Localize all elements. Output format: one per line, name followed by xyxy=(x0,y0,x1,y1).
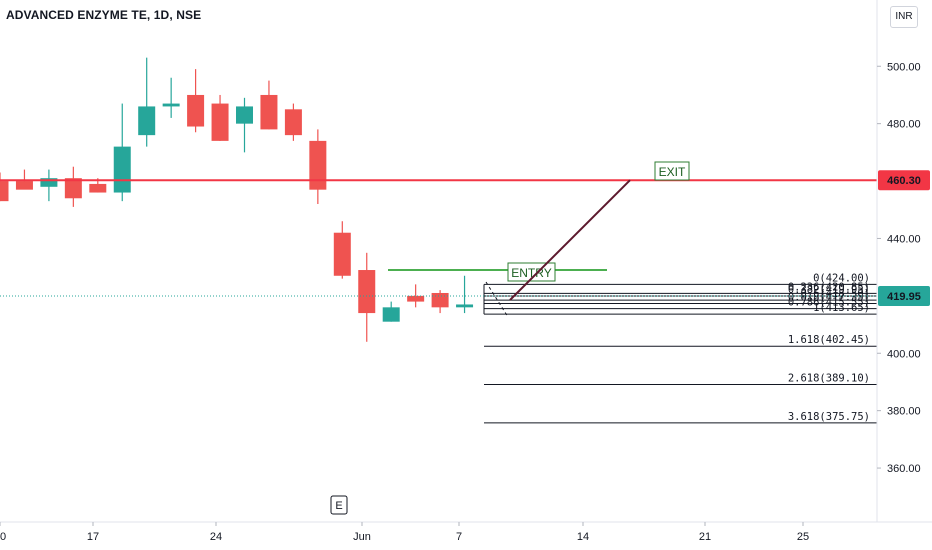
candle-body xyxy=(162,103,180,107)
time-tick-label: 17 xyxy=(87,531,99,543)
candle[interactable] xyxy=(309,129,327,205)
fib-extension: 0(424.00)0.236(420.85)0.382(419.95)0.5(4… xyxy=(483,272,877,424)
candle[interactable] xyxy=(456,275,474,314)
candles xyxy=(0,57,474,342)
candle[interactable] xyxy=(382,301,400,322)
price-axis: 500.00 480.00 440.00 400.00 380.00 360.00 460.… xyxy=(876,0,930,522)
fib-level[interactable]: 0.786(415.55) xyxy=(484,297,877,310)
last-price-badge: 419.95 xyxy=(878,286,930,306)
candle-body xyxy=(211,103,229,141)
candle[interactable] xyxy=(113,103,131,202)
candle-body xyxy=(333,232,351,276)
fib-level-label: 0.618(417.35) xyxy=(788,291,870,303)
price-tick-label: 500.00 xyxy=(887,61,921,73)
price-tick-label: 380.00 xyxy=(887,406,921,418)
trend-line[interactable] xyxy=(509,179,631,301)
fib-level[interactable]: 2.618(389.10) xyxy=(484,373,877,386)
candle[interactable] xyxy=(138,57,156,147)
fib-level-label: 1.618(402.45) xyxy=(788,334,870,346)
fib-level[interactable]: 0(424.00) xyxy=(484,272,877,285)
candle[interactable] xyxy=(284,103,302,141)
candle-body xyxy=(15,181,33,190)
fib-level-label: 0.382(419.95) xyxy=(788,284,870,296)
chart-title: ADVANCED ENZYME TE, 1D, NSE xyxy=(6,8,202,22)
exit-label-box xyxy=(654,161,690,181)
candle[interactable] xyxy=(431,290,449,314)
fib-level-label: 0(424.00) xyxy=(813,272,870,284)
currency-badge[interactable]: INR xyxy=(890,6,918,28)
time-tick-label: 10 xyxy=(0,531,6,543)
candle[interactable] xyxy=(15,169,33,190)
fib-level-label: 3.618(375.75) xyxy=(788,411,870,423)
fib-level-label: 1(413.65) xyxy=(813,302,870,314)
fib-level[interactable]: 1(413.65) xyxy=(484,302,877,315)
candle[interactable] xyxy=(64,166,82,207)
candle-body xyxy=(89,183,107,193)
price-tick-label: 440.00 xyxy=(887,233,921,245)
candle-body xyxy=(260,94,278,130)
time-tick-label: 7 xyxy=(456,531,462,543)
fib-level[interactable]: 0.236(420.85) xyxy=(484,281,877,294)
earnings-marker[interactable]: E xyxy=(330,495,348,515)
price-tick-label: 400.00 xyxy=(887,348,921,360)
candle-body xyxy=(40,178,58,187)
candle-body xyxy=(309,140,327,190)
candle-body xyxy=(138,106,156,136)
candle[interactable] xyxy=(162,77,180,118)
candle-body xyxy=(382,307,400,322)
candle[interactable] xyxy=(187,69,205,133)
candle[interactable] xyxy=(236,97,253,153)
fib-level-label: 2.618(389.10) xyxy=(788,373,870,385)
price-tick-label: 480.00 xyxy=(887,119,921,131)
candle-body xyxy=(407,295,425,302)
time-tick-label: 21 xyxy=(699,531,711,543)
time-tick-label: Jun xyxy=(353,531,371,543)
candle[interactable] xyxy=(0,172,9,202)
candle-body xyxy=(431,292,449,308)
exit-label: EXIT xyxy=(654,161,690,181)
fib-level[interactable]: 3.618(375.75) xyxy=(484,411,877,424)
candle-body xyxy=(187,94,205,127)
time-tick-label: 14 xyxy=(577,531,589,543)
exit-price-badge-text: 460.30 xyxy=(887,175,921,187)
earnings-marker-box xyxy=(330,495,348,515)
candle[interactable] xyxy=(260,80,278,130)
last-price-badge-text: 419.95 xyxy=(887,291,921,303)
time-tick-label: 25 xyxy=(797,531,809,543)
fib-level-label: 0.236(420.85) xyxy=(788,281,870,293)
candle-body xyxy=(0,181,9,202)
candle-body xyxy=(236,106,253,124)
exit-price-badge: 460.30 xyxy=(878,170,930,191)
exit-price-badge-bg xyxy=(878,170,930,191)
candle-body xyxy=(64,178,82,199)
earnings-marker-text: E xyxy=(335,500,342,512)
exit-label-text: EXIT xyxy=(659,165,686,179)
candle-body xyxy=(284,109,302,136)
time-axis: 10 17 24 Jun 7 14 21 25 E xyxy=(0,495,932,543)
fib-level-label: 0.786(415.55) xyxy=(788,297,870,309)
fib-level[interactable]: 1.618(402.45) xyxy=(484,334,877,347)
fib-level[interactable]: 0.5(418.50) xyxy=(484,288,877,301)
candle-body xyxy=(358,270,376,314)
fib-level[interactable]: 0.618(417.35) xyxy=(484,291,877,304)
fib-trend-connector xyxy=(485,281,509,318)
candle-body xyxy=(113,146,131,193)
candle[interactable] xyxy=(40,169,58,202)
time-tick-label: 24 xyxy=(210,531,222,543)
fib-level-label: 0.5(418.50) xyxy=(800,288,870,300)
price-tick-label: 360.00 xyxy=(887,463,921,475)
last-price-badge-bg xyxy=(878,286,930,306)
candle[interactable] xyxy=(358,252,376,342)
candle[interactable] xyxy=(407,284,425,308)
candle[interactable] xyxy=(211,94,229,141)
candle[interactable] xyxy=(333,221,351,279)
candle-body xyxy=(456,304,474,308)
